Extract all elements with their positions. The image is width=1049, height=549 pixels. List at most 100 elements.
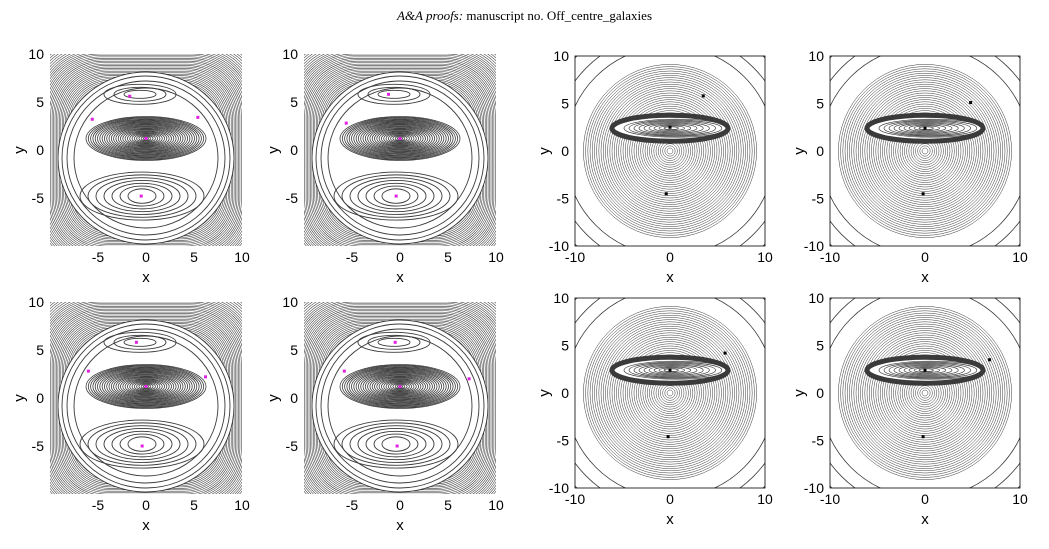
y-tick-label: 0 [816,143,824,159]
contour-lines [575,298,765,488]
x-tick-label: 10 [1012,491,1028,507]
y-axis-label: y [265,394,282,402]
y-tick-label: 5 [561,96,569,112]
contour-panel-left-bottom-1: -5 0 5 10 10 5 0 -5 x y [11,294,254,544]
y-tick-label: 10 [808,48,824,64]
y-axis-label: y [11,146,28,154]
x-tick-label: 10 [234,249,250,265]
contour-panel-left-top-1: -5 0 5 10 10 5 0 -5 x y [11,46,254,296]
equilibrium-point [668,368,672,372]
x-tick-label: 5 [190,249,198,265]
y-tick-label: 0 [290,142,298,158]
y-tick-label: 5 [561,338,569,354]
contour-plot: -5 0 5 10 10 5 0 -5 x y [11,294,250,534]
equilibrium-point [398,136,402,140]
contour-panel-left-top-2: -5 0 5 10 10 5 0 -5 x y [265,46,508,296]
contour-panel-right-bottom-2: -10 0 10 10 5 0 -5 -10 x y [790,288,1035,536]
equilibrium-point [666,435,670,439]
y-tick-label: 10 [28,294,44,310]
y-tick-label: 5 [290,342,298,358]
x-axis-label: x [396,269,404,286]
y-tick-label: 0 [561,143,569,159]
x-tick-label: 0 [666,249,674,265]
x-tick-label: 0 [921,249,929,265]
x-tick-label: 5 [190,497,198,513]
contour-lines [50,302,242,494]
y-tick-label: -10 [804,238,824,254]
equilibrium-point [386,92,390,96]
x-tick-label: 10 [757,491,773,507]
y-axis-label: y [265,146,282,154]
equilibrium-point [701,94,705,98]
x-tick-label: -5 [346,497,359,513]
plot-frame [829,55,1021,247]
equilibrium-point [923,126,927,130]
journal-name: A&A proofs: [396,8,464,23]
y-axis-label: y [791,147,808,155]
equilibrium-point [134,340,138,344]
y-tick-label: -5 [32,190,45,206]
contour-plot: -5 0 5 10 10 5 0 -5 x y [11,46,250,286]
x-tick-label: -5 [92,497,105,513]
y-tick-label: -5 [557,191,570,207]
y-tick-label: 0 [290,390,298,406]
x-tick-label: -5 [92,249,105,265]
x-axis-label: x [666,511,674,528]
y-axis-label: y [536,389,553,397]
contour-lines [50,54,242,246]
equilibrium-point [140,444,144,448]
contour-lines [304,302,496,494]
y-tick-label: 10 [553,290,569,306]
contour-panel-right-top-1: -10 0 10 10 5 0 -5 -10 x y [535,46,780,294]
equilibrium-point [86,369,90,373]
y-axis-label: y [536,147,553,155]
equilibrium-point [921,192,925,196]
x-tick-label: 0 [921,491,929,507]
x-tick-label: -10 [820,491,840,507]
x-axis-label: x [142,517,150,534]
y-tick-label: 5 [816,96,824,112]
x-tick-label: 0 [142,497,150,513]
y-tick-label: 10 [28,46,44,62]
y-axis-label: y [11,394,28,402]
x-axis-label: x [666,269,674,286]
y-tick-label: 0 [36,142,44,158]
y-tick-label: 5 [36,94,44,110]
equilibrium-point [90,117,94,121]
equilibrium-point [144,136,148,140]
y-tick-label: 0 [36,390,44,406]
y-tick-label: -10 [549,480,569,496]
equilibrium-point [398,384,402,388]
equilibrium-point [664,192,668,196]
y-tick-label: 5 [36,342,44,358]
y-tick-label: -5 [812,433,825,449]
equilibrium-point [394,194,398,198]
equilibrium-point [196,115,200,119]
y-tick-label: 0 [816,385,824,401]
x-tick-label: -5 [346,249,359,265]
equilibrium-point [969,101,973,105]
equilibrium-point [204,375,208,379]
contour-lines [575,56,765,246]
equilibrium-point [393,340,397,344]
equilibrium-point [988,358,992,362]
y-tick-label: 10 [808,290,824,306]
y-tick-label: -5 [286,438,299,454]
plot-frame [574,55,766,247]
plot-frame [829,297,1021,489]
x-tick-label: 10 [1012,249,1028,265]
equilibrium-point [923,368,927,372]
y-tick-label: 10 [282,294,298,310]
contour-lines [830,56,1020,246]
contour-panel-right-top-2: -10 0 10 10 5 0 -5 -10 x y [790,46,1035,294]
equilibrium-point [128,94,132,98]
contour-plot: -5 0 5 10 10 5 0 -5 x y [265,294,504,534]
contour-panel-left-bottom-2: -5 0 5 10 10 5 0 -5 x y [265,294,508,544]
contour-plot: -5 0 5 10 10 5 0 -5 x y [265,46,504,286]
x-axis-label: x [142,269,150,286]
x-tick-label: 0 [666,491,674,507]
contour-plot: -10 0 10 10 5 0 -5 -10 x y [791,48,1028,286]
x-axis-label: x [921,269,929,286]
x-tick-label: 5 [444,249,452,265]
equilibrium-point [144,384,148,388]
